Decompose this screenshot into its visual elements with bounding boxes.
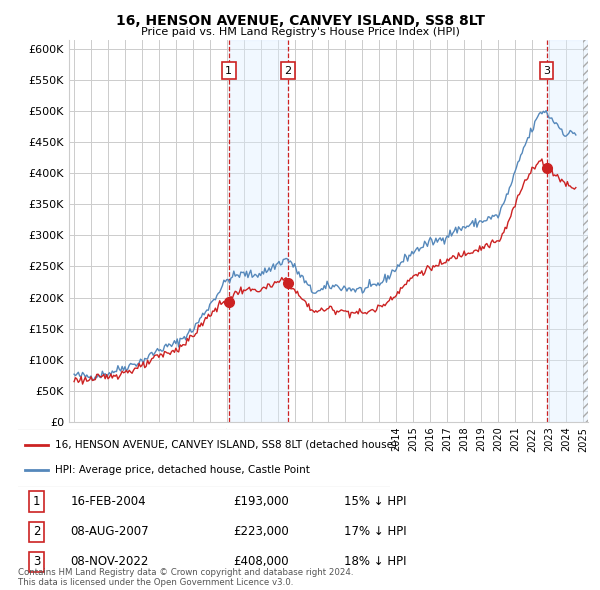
Text: 3: 3 [33, 555, 40, 568]
Text: HPI: Average price, detached house, Castle Point: HPI: Average price, detached house, Cast… [55, 465, 310, 475]
Bar [229, 40, 288, 422]
Text: 3: 3 [543, 65, 550, 76]
Text: 16, HENSON AVENUE, CANVEY ISLAND, SS8 8LT (detached house): 16, HENSON AVENUE, CANVEY ISLAND, SS8 8L… [55, 440, 397, 450]
Text: 15% ↓ HPI: 15% ↓ HPI [344, 495, 406, 508]
Text: £408,000: £408,000 [233, 555, 289, 568]
Text: 17% ↓ HPI: 17% ↓ HPI [344, 525, 407, 538]
Text: 1: 1 [33, 495, 40, 508]
Text: 08-AUG-2007: 08-AUG-2007 [70, 525, 149, 538]
Text: £193,000: £193,000 [233, 495, 289, 508]
Text: 18% ↓ HPI: 18% ↓ HPI [344, 555, 406, 568]
Text: 08-NOV-2022: 08-NOV-2022 [70, 555, 149, 568]
Text: 16, HENSON AVENUE, CANVEY ISLAND, SS8 8LT: 16, HENSON AVENUE, CANVEY ISLAND, SS8 8L… [115, 14, 485, 28]
Text: 2: 2 [33, 525, 40, 538]
Text: 16-FEB-2004: 16-FEB-2004 [70, 495, 146, 508]
Bar [547, 40, 588, 422]
Text: 1: 1 [225, 65, 232, 76]
Bar [583, 40, 589, 422]
Text: Contains HM Land Registry data © Crown copyright and database right 2024.
This d: Contains HM Land Registry data © Crown c… [18, 568, 353, 587]
Text: Price paid vs. HM Land Registry's House Price Index (HPI): Price paid vs. HM Land Registry's House … [140, 28, 460, 37]
FancyBboxPatch shape [14, 428, 394, 487]
Text: £223,000: £223,000 [233, 525, 289, 538]
Text: 2: 2 [284, 65, 292, 76]
